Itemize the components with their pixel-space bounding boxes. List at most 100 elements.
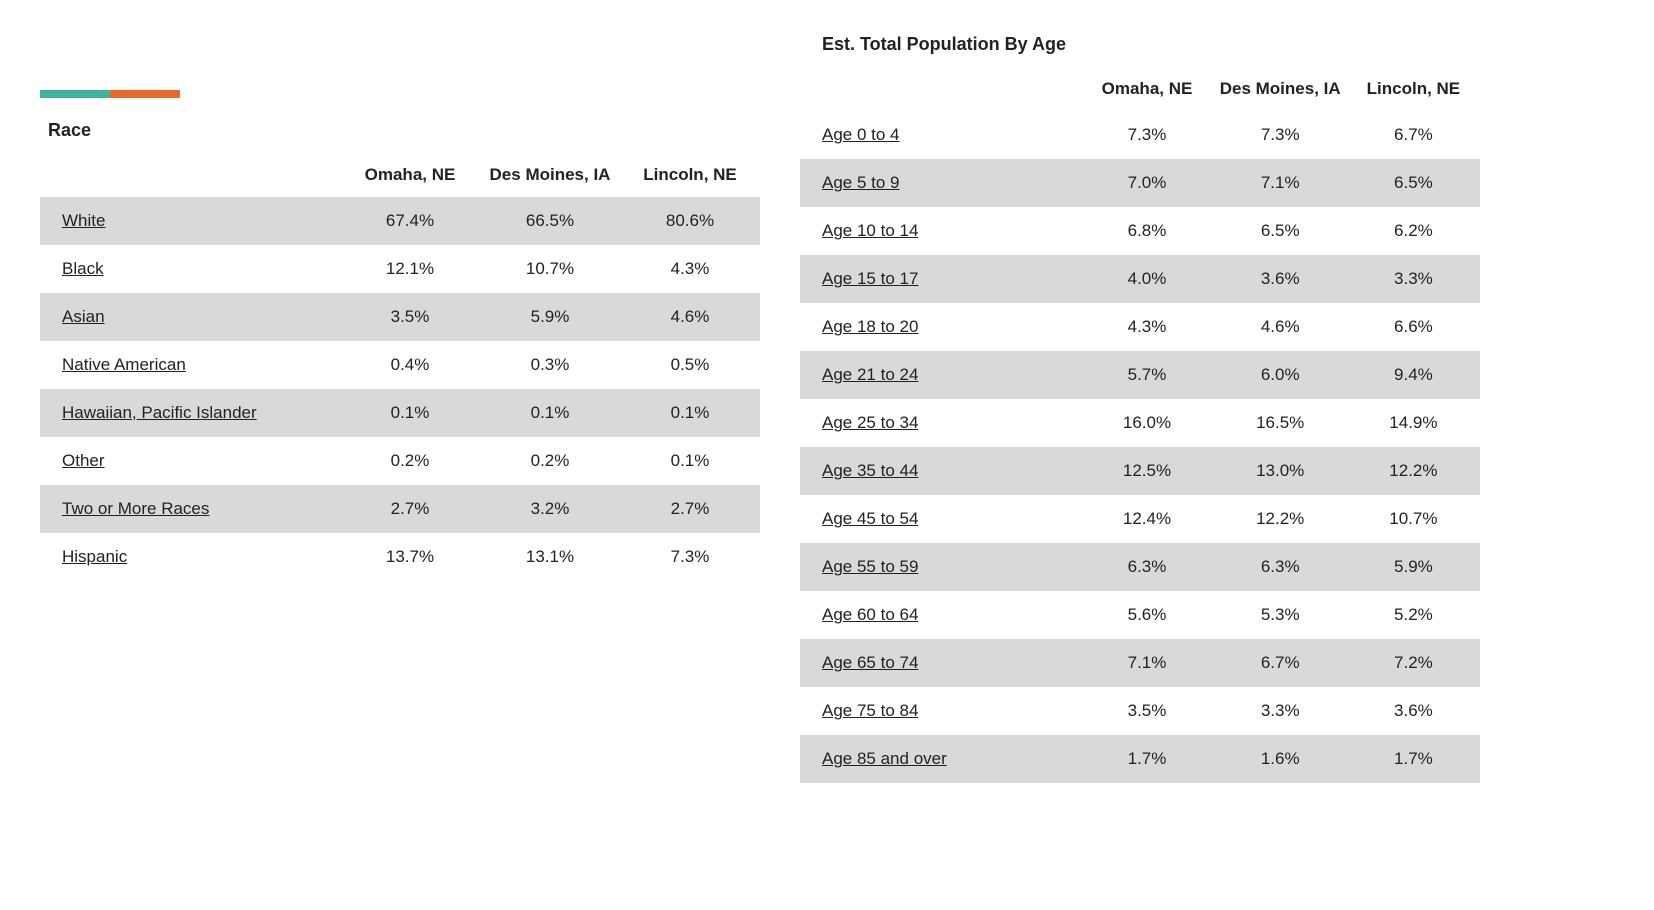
age-row-label-link[interactable]: Age 0 to 4 <box>822 125 900 144</box>
age-row: Age 85 and over1.7%1.6%1.7% <box>800 735 1480 783</box>
race-cell: 2.7% <box>620 485 760 533</box>
age-row-label-link[interactable]: Age 75 to 84 <box>822 701 918 720</box>
age-row-label-link[interactable]: Age 55 to 59 <box>822 557 918 576</box>
age-cell: 7.0% <box>1080 159 1213 207</box>
race-row-label-cell: Other <box>40 437 340 485</box>
race-row-label-link[interactable]: Native American <box>62 355 186 374</box>
race-cell: 66.5% <box>480 197 620 245</box>
race-row: Hispanic13.7%13.1%7.3% <box>40 533 760 581</box>
age-cell: 13.0% <box>1214 447 1347 495</box>
age-row-label-cell: Age 35 to 44 <box>800 447 1080 495</box>
race-table-title: Race <box>40 120 760 141</box>
age-row-label-cell: Age 0 to 4 <box>800 111 1080 159</box>
age-cell: 9.4% <box>1347 351 1480 399</box>
age-row-label-link[interactable]: Age 5 to 9 <box>822 173 900 192</box>
race-row: Asian3.5%5.9%4.6% <box>40 293 760 341</box>
race-cell: 3.2% <box>480 485 620 533</box>
age-cell: 4.0% <box>1080 255 1213 303</box>
age-row: Age 65 to 747.1%6.7%7.2% <box>800 639 1480 687</box>
age-row: Age 0 to 47.3%7.3%6.7% <box>800 111 1480 159</box>
accent-bar-seg-2 <box>110 90 180 98</box>
age-row-label-link[interactable]: Age 25 to 34 <box>822 413 918 432</box>
age-cell: 7.1% <box>1214 159 1347 207</box>
age-cell: 4.3% <box>1080 303 1213 351</box>
age-row: Age 18 to 204.3%4.6%6.6% <box>800 303 1480 351</box>
age-cell: 6.7% <box>1214 639 1347 687</box>
age-cell: 3.5% <box>1080 687 1213 735</box>
race-cell: 0.1% <box>620 437 760 485</box>
age-row-label-link[interactable]: Age 10 to 14 <box>822 221 918 240</box>
race-row-label-link[interactable]: Two or More Races <box>62 499 209 518</box>
age-row-label-link[interactable]: Age 60 to 64 <box>822 605 918 624</box>
race-cell: 7.3% <box>620 533 760 581</box>
race-row-label-link[interactable]: Hispanic <box>62 547 127 566</box>
race-cell: 80.6% <box>620 197 760 245</box>
race-cell: 10.7% <box>480 245 620 293</box>
race-cell: 0.1% <box>340 389 480 437</box>
age-cell: 7.3% <box>1214 111 1347 159</box>
race-cell: 0.4% <box>340 341 480 389</box>
race-row-label-cell: Asian <box>40 293 340 341</box>
age-cell: 16.5% <box>1214 399 1347 447</box>
age-row-label-link[interactable]: Age 15 to 17 <box>822 269 918 288</box>
age-row: Age 35 to 4412.5%13.0%12.2% <box>800 447 1480 495</box>
race-cell: 67.4% <box>340 197 480 245</box>
age-row-label-cell: Age 85 and over <box>800 735 1080 783</box>
age-cell: 12.4% <box>1080 495 1213 543</box>
race-row: White 67.4%66.5%80.6% <box>40 197 760 245</box>
age-row-label-cell: Age 25 to 34 <box>800 399 1080 447</box>
age-cell: 12.5% <box>1080 447 1213 495</box>
age-cell: 7.2% <box>1347 639 1480 687</box>
age-table-header: Omaha, NE Des Moines, IA Lincoln, NE <box>800 69 1480 111</box>
age-row-label-link[interactable]: Age 21 to 24 <box>822 365 918 384</box>
age-row-label-link[interactable]: Age 35 to 44 <box>822 461 918 480</box>
age-row-label-link[interactable]: Age 45 to 54 <box>822 509 918 528</box>
race-cell: 2.7% <box>340 485 480 533</box>
race-row: Other0.2%0.2%0.1% <box>40 437 760 485</box>
race-row-label-link[interactable]: Asian <box>62 307 105 326</box>
race-cell: 0.1% <box>620 389 760 437</box>
age-cell: 1.6% <box>1214 735 1347 783</box>
race-row-label-link[interactable]: Other <box>62 451 105 470</box>
race-cell: 0.2% <box>340 437 480 485</box>
age-row: Age 75 to 843.5%3.3%3.6% <box>800 687 1480 735</box>
race-row-label-cell: Two or More Races <box>40 485 340 533</box>
race-table: Omaha, NE Des Moines, IA Lincoln, NE Whi… <box>40 155 760 581</box>
race-row-label-link[interactable]: Black <box>62 259 104 278</box>
age-row: Age 21 to 245.7%6.0%9.4% <box>800 351 1480 399</box>
age-cell: 6.5% <box>1347 159 1480 207</box>
age-cell: 14.9% <box>1347 399 1480 447</box>
age-cell: 6.5% <box>1214 207 1347 255</box>
age-cell: 3.6% <box>1347 687 1480 735</box>
age-cell: 4.6% <box>1214 303 1347 351</box>
age-row-label-cell: Age 21 to 24 <box>800 351 1080 399</box>
age-cell: 10.7% <box>1347 495 1480 543</box>
race-col-header: Omaha, NE <box>340 155 480 197</box>
age-panel: Est. Total Population By Age Omaha, NE D… <box>800 30 1480 783</box>
age-cell: 5.6% <box>1080 591 1213 639</box>
age-cell: 6.3% <box>1214 543 1347 591</box>
age-row: Age 5 to 9 7.0%7.1%6.5% <box>800 159 1480 207</box>
race-row-label-link[interactable]: White <box>62 211 105 230</box>
race-cell: 0.2% <box>480 437 620 485</box>
race-col-header: Des Moines, IA <box>480 155 620 197</box>
age-row-label-link[interactable]: Age 18 to 20 <box>822 317 918 336</box>
race-cell: 13.1% <box>480 533 620 581</box>
age-row: Age 55 to 596.3%6.3%5.9% <box>800 543 1480 591</box>
race-row-label-link[interactable]: Hawaiian, Pacific Islander <box>62 403 257 422</box>
race-table-header: Omaha, NE Des Moines, IA Lincoln, NE <box>40 155 760 197</box>
age-row-label-cell: Age 5 to 9 <box>800 159 1080 207</box>
age-row-label-cell: Age 18 to 20 <box>800 303 1080 351</box>
age-row-label-link[interactable]: Age 65 to 74 <box>822 653 918 672</box>
age-cell: 3.3% <box>1347 255 1480 303</box>
race-col-header: Lincoln, NE <box>620 155 760 197</box>
age-row-label-cell: Age 75 to 84 <box>800 687 1080 735</box>
race-row-label-cell: Hawaiian, Pacific Islander <box>40 389 340 437</box>
age-row: Age 10 to 146.8%6.5%6.2% <box>800 207 1480 255</box>
age-row-label-link[interactable]: Age 85 and over <box>822 749 947 768</box>
age-col-header: Lincoln, NE <box>1347 69 1480 111</box>
age-cell: 3.6% <box>1214 255 1347 303</box>
age-col-header: Des Moines, IA <box>1214 69 1347 111</box>
age-table: Omaha, NE Des Moines, IA Lincoln, NE Age… <box>800 69 1480 783</box>
age-col-header: Omaha, NE <box>1080 69 1213 111</box>
